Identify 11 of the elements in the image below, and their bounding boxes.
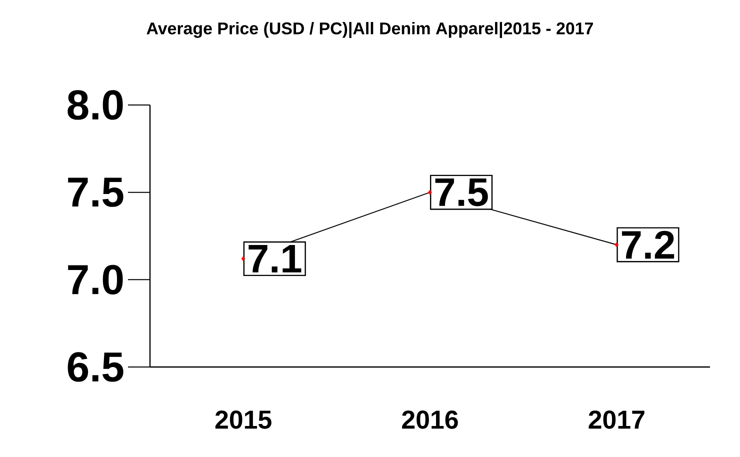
x-tick-label: 2017: [588, 410, 644, 429]
y-tick-label: 7.0: [68, 264, 123, 294]
y-tick-label: 7.5: [68, 178, 124, 207]
chart-title: Average Price (USD / PC)|All Denim Apparel|2015 - 2017: [146, 22, 593, 38]
data-label: 7.1: [248, 245, 302, 272]
x-tick-label: 2015: [215, 410, 272, 429]
y-tick-label: 6.5: [68, 352, 124, 382]
data-label: 7.5: [435, 178, 488, 206]
y-tick-label: 8.0: [68, 90, 123, 120]
x-tick-label: 2016: [402, 410, 458, 429]
data-label: 7.2: [622, 230, 674, 259]
